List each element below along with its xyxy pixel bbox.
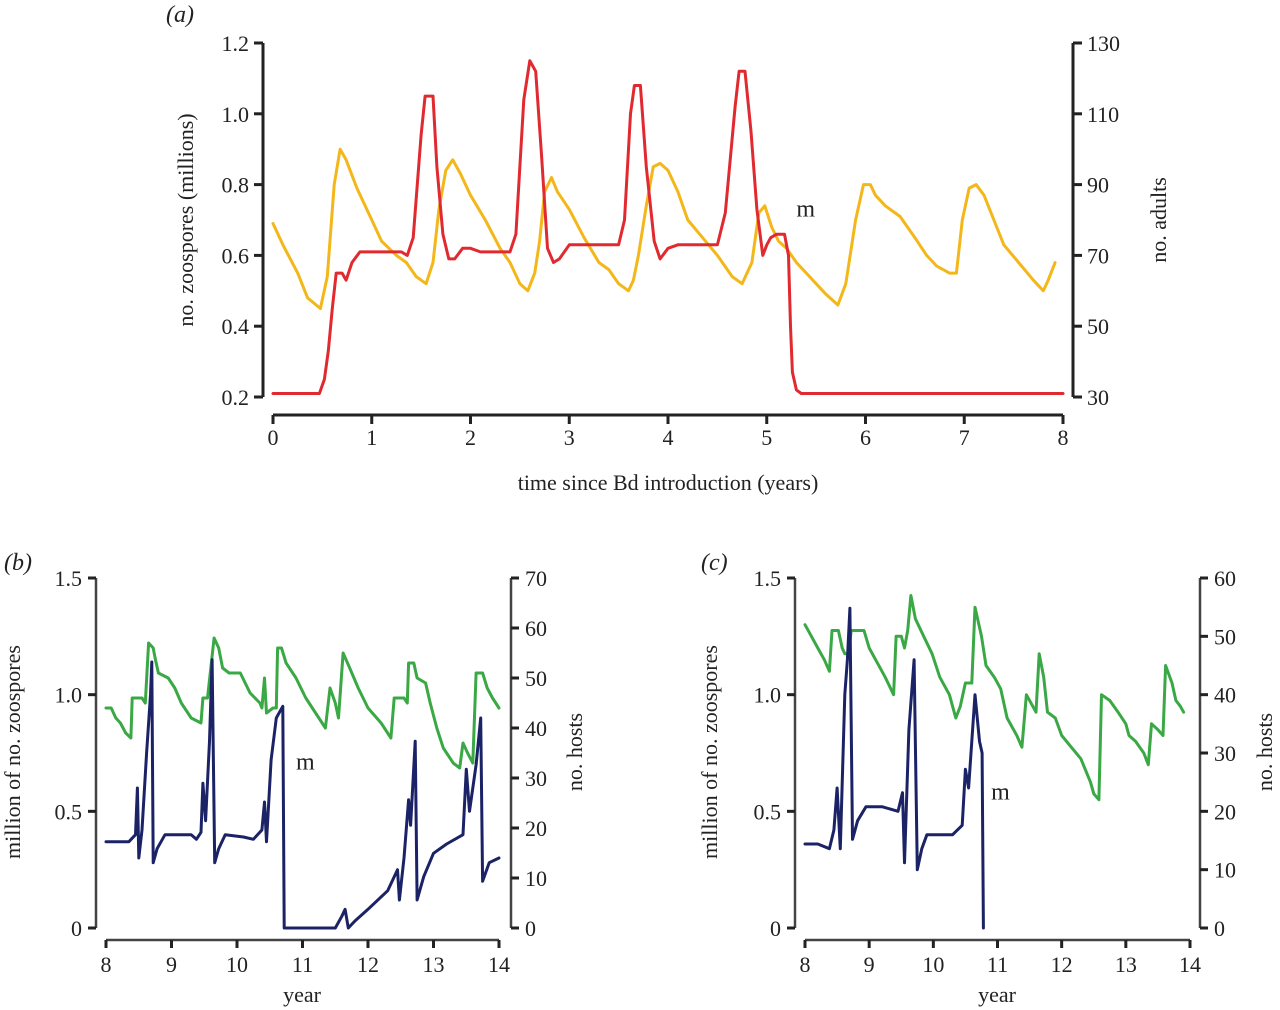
x-tick-label: 12 [1051,952,1073,977]
y-tick-label-right: 110 [1087,102,1119,127]
panel-b-label: (b) [4,550,32,576]
panel-a-label: (a) [166,2,194,28]
series-hosts-line [104,636,501,770]
panel-b: (b) 8 9 10 11 12 13 14 0 0.5 1.0 1.5 0 10 20 30 40 50 60 7… [0,550,587,1007]
y-tick-label-right: 60 [525,616,547,641]
series-zoospores-line [104,658,501,930]
series-zoospores-line [271,59,1065,395]
y-tick-label-right: 30 [525,766,547,791]
panel-c-ylabel-right: no. hosts [1252,713,1277,791]
y-tick-label-left: 0 [770,916,781,941]
x-tick-label: 10 [922,952,944,977]
x-tick-label: 5 [761,425,772,450]
x-tick-label: 12 [357,952,379,977]
x-tick-label: 1 [366,425,377,450]
x-tick-label: 13 [423,952,445,977]
x-tick-label: 0 [268,425,279,450]
panel-c-ylabel: million of no. zoospores [697,645,722,859]
y-tick-label-left: 0.4 [222,314,250,339]
y-tick-label-right: 30 [1087,385,1109,410]
y-tick-label-right: 10 [525,866,547,891]
y-tick-label-right: 50 [525,666,547,691]
y-tick-label-right: 30 [1214,741,1236,766]
x-tick-label: 11 [987,952,1008,977]
x-tick-label: 4 [663,425,674,450]
y-tick-label-left: 1.0 [55,683,83,708]
x-tick-label: 7 [959,425,970,450]
y-tick-label-left: 0.6 [222,243,250,268]
panel-a-ylabel: no. zoospores (millions) [173,113,198,326]
series-hosts-line [803,594,1186,802]
x-tick-label: 8 [101,952,112,977]
y-tick-label-left: 0 [71,916,82,941]
x-tick-label: 3 [564,425,575,450]
y-tick-label-left: 0.2 [222,385,250,410]
y-tick-label-right: 0 [1214,916,1225,941]
panel-b-ylabel: million of no. zoospores [0,645,25,859]
y-tick-label-left: 1.0 [754,683,782,708]
series-zoospores-line [803,606,985,930]
panel-c: (c) 8 9 10 11 12 13 1400.51.01.50102030405060 … [697,550,1277,1007]
x-tick-label: 8 [800,952,811,977]
y-tick-label-right: 0 [525,916,536,941]
y-tick-label-left: 0.8 [222,173,250,198]
x-tick-label: 2 [465,425,476,450]
y-tick-label-left: 1.5 [55,566,83,591]
panel-c-annotation: m [991,780,1010,806]
x-tick-label: 8 [1058,425,1069,450]
x-tick-label: 9 [864,952,875,977]
y-tick-label-right: 40 [525,716,547,741]
panel-a: (a) 0 1 2 3 4 5 6 7 8 0.2 0.4 0.6 0.8 1.0 1.2 30 50 70 90 1… [166,2,1171,495]
x-tick-label: 11 [292,952,313,977]
y-tick-label-left: 1.2 [222,31,250,56]
panel-a-xlabel: time since Bd introduction (years) [518,470,819,495]
x-tick-label: 6 [860,425,871,450]
x-tick-label: 13 [1115,952,1137,977]
x-tick-label: 10 [226,952,248,977]
panel-c-xlabel: year [978,982,1017,1007]
panel-b-xlabel: year [283,982,322,1007]
y-tick-label-right: 20 [1214,799,1236,824]
y-tick-label-right: 50 [1087,314,1109,339]
y-tick-label-left: 1.0 [222,102,250,127]
panel-c-label: (c) [701,550,728,576]
y-tick-label-right: 70 [1087,243,1109,268]
panel-a-ylabel-right: no. adults [1146,177,1171,263]
x-tick-label: 9 [166,952,177,977]
panel-b-ylabel-right: no. hosts [562,713,587,791]
series-adults-line [271,147,1057,310]
panel-a-annotation: m [796,196,815,222]
y-tick-label-right: 10 [1214,858,1236,883]
y-tick-label-right: 40 [1214,683,1236,708]
x-tick-label: 14 [1179,952,1201,977]
y-tick-label-left: 0.5 [754,799,782,824]
x-tick-label: 14 [488,952,510,977]
y-tick-label-right: 130 [1087,31,1120,56]
y-tick-label-right: 50 [1214,624,1236,649]
y-tick-label-right: 70 [525,566,547,591]
y-tick-label-right: 60 [1214,566,1236,591]
y-tick-label-right: 90 [1087,173,1109,198]
y-tick-label-right: 20 [525,816,547,841]
panel-b-annotation: m [296,749,315,775]
y-tick-label-left: 0.5 [55,799,83,824]
y-tick-label-left: 1.5 [754,566,782,591]
